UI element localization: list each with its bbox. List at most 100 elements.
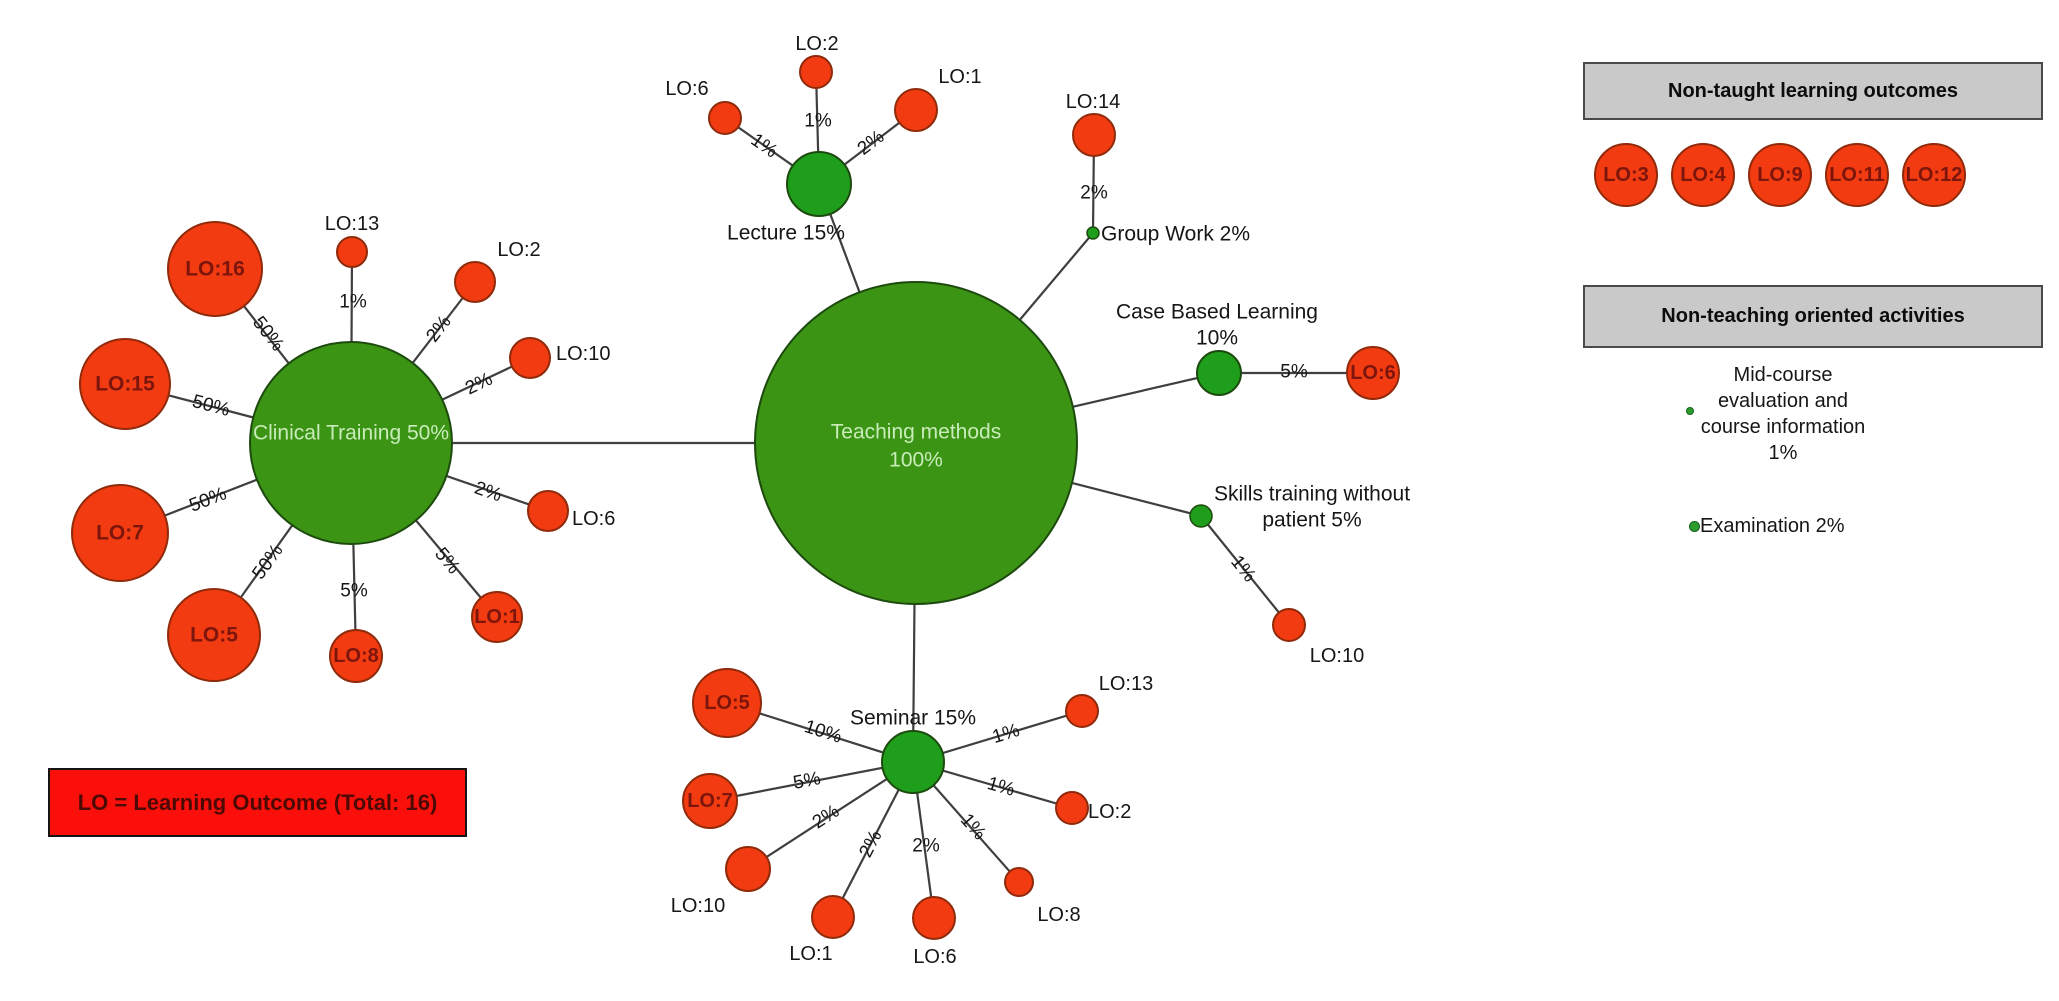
- non-taught-lo-label: LO:4: [1680, 163, 1726, 186]
- examination-item: Examination 2%: [1689, 515, 1845, 538]
- non-taught-lo-label: LO:9: [1757, 163, 1803, 186]
- node-cl_lo13: [336, 236, 368, 268]
- non-taught-lo-label: LO:3: [1603, 163, 1649, 186]
- node-label-se_lo10: LO:10: [671, 895, 725, 917]
- edge-seminar-se_lo7: [709, 760, 914, 803]
- node-label-cl_lo1: LO:1: [474, 606, 520, 628]
- non-taught-lo-circle: LO:12: [1902, 143, 1966, 207]
- node-label-skills: Skills training without: [1214, 483, 1410, 506]
- node-label-casebased: 10%: [1196, 327, 1238, 350]
- non-taught-outcomes-header: Non-taught learning outcomes: [1583, 62, 2043, 120]
- lo-legend: LO = Learning Outcome (Total: 16): [48, 768, 467, 837]
- node-casebased: [1196, 350, 1242, 396]
- node-label-teaching: 100%: [889, 449, 943, 472]
- non-taught-lo-list: LO:3 LO:4 LO:9 LO:11 LO:12: [1594, 143, 1966, 207]
- midcourse-line: 1%: [1768, 442, 1798, 464]
- node-label-groupwork: Group Work 2%: [1101, 223, 1250, 246]
- non-taught-lo-circle: LO:4: [1671, 143, 1735, 207]
- node-label-se_lo5: LO:5: [704, 692, 750, 714]
- node-gw_lo14: [1072, 113, 1116, 157]
- node-cl_lo7: [71, 484, 169, 582]
- node-cl_lo15: [79, 338, 171, 430]
- node-label-se_lo13: LO:13: [1099, 673, 1153, 695]
- node-label-cl_lo7: LO:7: [96, 522, 144, 545]
- node-se_lo8: [1004, 867, 1034, 897]
- midcourse-evaluation-item: Mid-course evaluation and course informati…: [1663, 362, 1903, 466]
- node-cl_lo10: [509, 337, 551, 379]
- node-cl_lo2: [454, 261, 496, 303]
- node-label-cl_lo15: LO:15: [95, 373, 155, 396]
- non-taught-lo-label: LO:11: [1829, 163, 1885, 186]
- node-lec_lo2: [799, 55, 833, 89]
- edge-label-clinical-cl_lo15: 50%: [190, 391, 232, 421]
- node-clinical: [249, 341, 453, 545]
- node-teaching: [754, 281, 1078, 605]
- edge-label-seminar-se_lo5: 10%: [802, 716, 845, 748]
- midcourse-dot-icon: [1686, 407, 1694, 415]
- edge-label-casebased-cb_lo6: 5%: [1280, 362, 1308, 383]
- node-cl_lo16: [167, 221, 263, 317]
- non-taught-lo-circle: LO:3: [1594, 143, 1658, 207]
- edge-label-clinical-cl_lo8: 5%: [340, 581, 368, 602]
- non-teaching-activities-header: Non-teaching oriented activities: [1583, 285, 2043, 348]
- edge-label-clinical-cl_lo13: 1%: [339, 292, 367, 313]
- lo-legend-text: LO = Learning Outcome (Total: 16): [77, 789, 438, 815]
- node-label-cl_lo8: LO:8: [333, 645, 379, 667]
- node-se_lo1: [811, 895, 855, 939]
- node-lec_lo1: [894, 88, 938, 132]
- node-se_lo2: [1055, 791, 1089, 825]
- node-label-lecture: Lecture 15%: [727, 222, 845, 245]
- node-se_lo6: [912, 896, 956, 940]
- examination-dot-icon: [1689, 521, 1700, 532]
- node-label-cl_lo5: LO:5: [190, 624, 238, 647]
- non-taught-lo-label: LO:12: [1905, 163, 1963, 186]
- edge-label-seminar-se_lo10: 2%: [809, 801, 844, 834]
- non-teaching-title: Non-teaching oriented activities: [1661, 305, 1965, 327]
- edge-label-clinical-cl_lo6: 2%: [472, 478, 505, 507]
- node-label-lec_lo6: LO:6: [665, 78, 708, 100]
- node-label-se_lo1: LO:1: [789, 943, 832, 965]
- node-groupwork: [1086, 226, 1100, 240]
- node-sk_lo10: [1272, 608, 1306, 642]
- midcourse-line: evaluation and: [1717, 390, 1849, 412]
- node-se_lo5: [692, 668, 762, 738]
- edge-label-clinical-cl_lo7: 50%: [186, 483, 229, 516]
- node-se_lo7: [682, 773, 738, 829]
- node-label-lec_lo2: LO:2: [795, 33, 838, 55]
- edge-label-clinical-cl_lo2: 2%: [422, 312, 455, 347]
- node-label-se_lo8: LO:8: [1037, 904, 1080, 926]
- node-lec_lo6: [708, 101, 742, 135]
- node-lecture: [786, 151, 852, 217]
- non-taught-title: Non-taught learning outcomes: [1668, 79, 1958, 102]
- node-label-se_lo7: LO:7: [687, 790, 733, 812]
- node-label-skills: patient 5%: [1262, 509, 1361, 532]
- node-label-casebased: Case Based Learning: [1116, 301, 1318, 324]
- node-label-teaching: Teaching methods: [831, 421, 1001, 444]
- node-label-clinical: Clinical Training 50%: [253, 422, 449, 445]
- edge-label-clinical-cl_lo10: 2%: [462, 369, 496, 400]
- node-seminar: [881, 730, 945, 794]
- edge-label-seminar-se_lo13: 1%: [990, 720, 1022, 748]
- edge-label-seminar-se_lo6: 2%: [912, 836, 940, 857]
- node-cl_lo1: [471, 591, 523, 643]
- node-label-gw_lo14: LO:14: [1066, 91, 1120, 113]
- non-taught-lo-circle: LO:9: [1748, 143, 1812, 207]
- node-label-lec_lo1: LO:1: [938, 66, 981, 88]
- node-se_lo10: [725, 846, 771, 892]
- edge-label-lecture-lec_lo6: 1%: [747, 130, 782, 163]
- node-se_lo13: [1065, 694, 1099, 728]
- node-label-cl_lo16: LO:16: [185, 258, 245, 281]
- node-label-se_lo6: LO:6: [913, 946, 956, 968]
- edge-label-seminar-se_lo7: 5%: [792, 768, 823, 794]
- node-skills: [1189, 504, 1213, 528]
- edge-seminar-se_lo10: [747, 761, 914, 870]
- edge-label-seminar-se_lo2: 1%: [985, 773, 1017, 801]
- midcourse-line: course information: [1700, 416, 1866, 438]
- node-label-cl_lo10: LO:10: [556, 343, 610, 365]
- edge-label-groupwork-gw_lo14: 2%: [1080, 183, 1108, 204]
- node-label-cl_lo2: LO:2: [497, 239, 540, 261]
- node-label-se_lo2: LO:2: [1088, 801, 1131, 823]
- node-label-cb_lo6: LO:6: [1350, 362, 1396, 384]
